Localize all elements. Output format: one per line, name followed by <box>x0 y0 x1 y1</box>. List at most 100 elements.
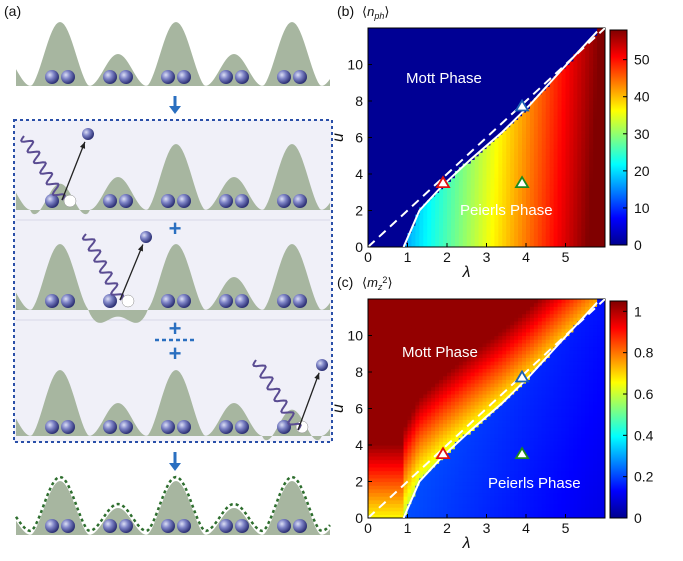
colorbar-tick-label: 50 <box>634 52 650 68</box>
plus-sign: + <box>169 341 182 366</box>
photon-icon <box>20 135 66 201</box>
axes-b: 0 1 2 3 4 5 0 2 4 6 8 10 λ u <box>330 57 570 282</box>
x-tick-label: 5 <box>562 520 570 536</box>
panel-c-label: (c) <box>337 274 353 290</box>
electron-icon <box>45 294 59 308</box>
y-tick-label: 8 <box>355 364 363 380</box>
chart-c-title: ⟨mz2⟩ <box>362 275 393 292</box>
heatmap-b <box>368 28 605 247</box>
arrow-head <box>169 463 181 471</box>
down-arrow-icon <box>169 452 181 471</box>
y-tick-label: 0 <box>355 510 363 526</box>
dashed-reference-line <box>368 28 605 247</box>
colorbar-tick-label: 30 <box>634 126 650 142</box>
electron-icon <box>119 194 133 208</box>
dashed-reference-line <box>368 299 605 518</box>
x-tick-label: 0 <box>364 520 372 536</box>
triangle-marker-icon <box>435 175 451 189</box>
x-tick-label: 1 <box>404 249 412 265</box>
photon-icon <box>81 233 125 301</box>
electron-icon <box>161 294 175 308</box>
electron-icon <box>45 70 59 84</box>
electron-icon <box>161 70 175 84</box>
electron-icon <box>103 420 117 434</box>
colorbar-tick-label: 10 <box>634 200 650 216</box>
electron-icon <box>103 70 117 84</box>
y-tick-label: 4 <box>355 437 363 453</box>
triangle-marker-icon <box>514 175 530 189</box>
electron-icon <box>235 194 249 208</box>
y-tick-label: 10 <box>347 57 363 73</box>
electron-icon <box>219 294 233 308</box>
potential-well-shape <box>16 370 330 441</box>
triangle-marker-icon <box>435 446 451 460</box>
x-tick-label: 0 <box>364 249 372 265</box>
down-arrow-icon <box>169 96 181 114</box>
potential-well-shape <box>16 22 330 86</box>
photon-icon <box>252 359 302 431</box>
electron-icon <box>45 519 59 533</box>
electron-icon <box>293 194 307 208</box>
colorbar-tick-label: 0.2 <box>634 469 654 485</box>
emission-arrow <box>297 372 320 431</box>
potential-well-shape <box>16 481 330 535</box>
electron-icon <box>219 194 233 208</box>
x-tick-label: 4 <box>522 520 530 536</box>
emitted-electron-icon <box>316 359 328 371</box>
region-label-mott: Mott Phase <box>406 70 482 87</box>
emitted-electron-icon <box>82 128 94 140</box>
x-axis-label: λ <box>462 264 471 281</box>
electron-icon <box>119 519 133 533</box>
hole-icon <box>121 294 135 308</box>
electron-icon <box>235 420 249 434</box>
phase-boundary-curve <box>402 30 598 247</box>
electron-icon <box>45 420 59 434</box>
colorbar-tick-label: 0 <box>634 237 642 253</box>
y-tick-label: 6 <box>355 401 363 417</box>
panel-b-label: (b) <box>337 3 354 19</box>
arrowhead <box>314 372 320 380</box>
panel-a-label: (a) <box>4 3 21 19</box>
electron-icon <box>119 70 133 84</box>
triangle-marker-icon <box>514 98 530 112</box>
colorbar-tick-label: 0.4 <box>634 427 654 443</box>
colorbar-tick-label: 0.8 <box>634 345 654 361</box>
lattice-excited-1 <box>16 128 330 215</box>
colorbar-gradient <box>609 29 628 246</box>
y-axis-label: u <box>330 133 347 142</box>
colorbar-c: 0 0.2 0.4 0.6 0.8 1 <box>609 300 654 526</box>
arrowhead <box>79 141 86 149</box>
x-tick-label: 2 <box>443 520 451 536</box>
emission-arrow <box>61 141 86 201</box>
electron-icon <box>277 294 291 308</box>
x-tick-label: 1 <box>404 520 412 536</box>
electron-icon <box>235 294 249 308</box>
electron-icon <box>119 420 133 434</box>
y-tick-label: 4 <box>355 166 363 182</box>
overlay-b <box>368 28 605 247</box>
phase-boundary-curve <box>402 301 598 518</box>
plus-sign: + <box>169 216 182 241</box>
triangle-marker-icon <box>514 446 530 460</box>
electron-icon <box>235 70 249 84</box>
colorbar-tick-label: 40 <box>634 89 650 105</box>
electron-icon <box>45 194 59 208</box>
lattice-excited-3 <box>16 359 330 441</box>
arrowhead <box>137 244 143 252</box>
electron-icon <box>61 420 75 434</box>
electron-icon <box>61 294 75 308</box>
electron-icon <box>177 420 191 434</box>
electron-icon <box>219 70 233 84</box>
colorbar-b: 0 10 20 30 40 50 <box>609 29 650 253</box>
electron-icon <box>103 194 117 208</box>
electron-icon <box>293 519 307 533</box>
region-label-peierls: Peierls Phase <box>488 475 581 492</box>
electron-icon <box>293 294 307 308</box>
hole-icon <box>295 420 309 434</box>
axes-c: 0 1 2 3 4 5 0 2 4 6 8 10 λ u <box>330 328 570 553</box>
y-tick-label: 6 <box>355 130 363 146</box>
emitted-electron-icon <box>140 231 152 243</box>
heatmap-c <box>368 299 605 518</box>
chart-b-title: ⟨nph⟩ <box>362 4 389 21</box>
electron-icon <box>177 519 191 533</box>
